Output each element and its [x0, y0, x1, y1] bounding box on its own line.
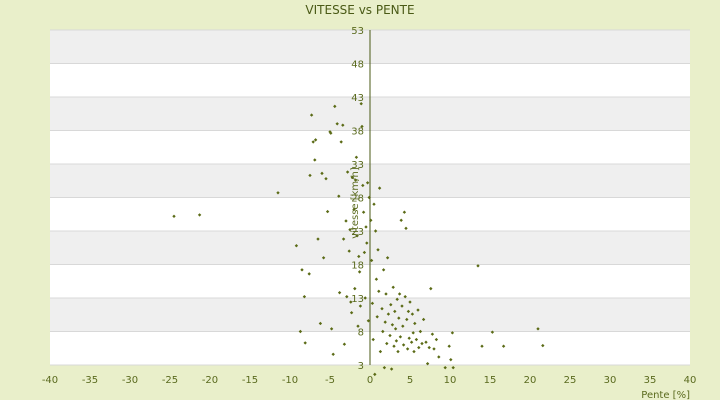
x-tick-label: 0 — [367, 375, 373, 386]
x-tick-label: -30 — [122, 375, 138, 386]
scatter-point — [541, 343, 545, 348]
scatter-point — [536, 327, 540, 331]
scatter-point — [443, 365, 447, 370]
scatter-point — [313, 158, 317, 162]
scatter-point — [294, 244, 299, 248]
x-tick-label: -35 — [82, 375, 98, 386]
scatter-point — [357, 254, 361, 259]
y-tick-label: 8 — [358, 328, 364, 339]
x-tick-label: 15 — [484, 375, 497, 386]
x-tick-label: 20 — [524, 375, 537, 386]
x-tick-label: 30 — [604, 375, 617, 386]
scatter-point — [337, 194, 341, 198]
y-tick-label: 38 — [351, 127, 364, 138]
scatter-point — [365, 241, 369, 245]
scatter-point — [341, 123, 345, 127]
y-tick-label: 23 — [351, 227, 364, 238]
scatter-point — [362, 250, 367, 255]
x-axis-tick-labels: -40 -35 -30 -25 -20 -15 -10 -5 0 5 10 15 20 25 30 35 40 — [42, 375, 697, 386]
x-tick-label: -40 — [42, 375, 58, 386]
scatter-point — [329, 131, 333, 135]
scatter-point — [354, 155, 359, 159]
x-tick-label: -10 — [282, 375, 298, 386]
x-tick-label: -5 — [325, 375, 335, 386]
scatter-point — [369, 218, 373, 222]
x-tick-label: 40 — [684, 375, 697, 386]
scatter-point — [382, 365, 387, 370]
y-tick-label: 53 — [351, 26, 364, 37]
x-tick-label: 5 — [407, 375, 413, 386]
y-tick-label: 48 — [351, 60, 364, 71]
scatter-point — [359, 102, 363, 106]
scatter-point — [309, 113, 314, 117]
y-tick-label: 33 — [351, 160, 364, 171]
x-tick-label: -20 — [202, 375, 218, 386]
scatter-point — [451, 365, 455, 370]
x-tick-label: -25 — [162, 375, 178, 386]
y-tick-label: 3 — [358, 361, 364, 372]
x-tick-label: 25 — [564, 375, 577, 386]
scatter-point — [172, 214, 176, 218]
scatter-point — [350, 175, 355, 180]
x-axis-title: Pente [%] — [641, 390, 690, 400]
y-axis-title: vitesse [km/h] — [350, 167, 361, 239]
scatter-point — [402, 210, 407, 214]
scatter-point — [333, 104, 337, 109]
x-tick-label: -15 — [242, 375, 258, 386]
y-tick-label: 43 — [351, 93, 364, 104]
scatter-point — [389, 367, 394, 371]
y-tick-label: 18 — [351, 261, 364, 272]
scatter-point — [361, 183, 365, 188]
y-tick-label: 28 — [351, 194, 364, 205]
chart-title: VITESSE vs PENTE — [305, 3, 414, 17]
x-tick-label: 10 — [444, 375, 457, 386]
y-tick-label: 13 — [351, 294, 364, 305]
scatter-point — [373, 372, 377, 377]
x-tick-label: 35 — [644, 375, 657, 386]
